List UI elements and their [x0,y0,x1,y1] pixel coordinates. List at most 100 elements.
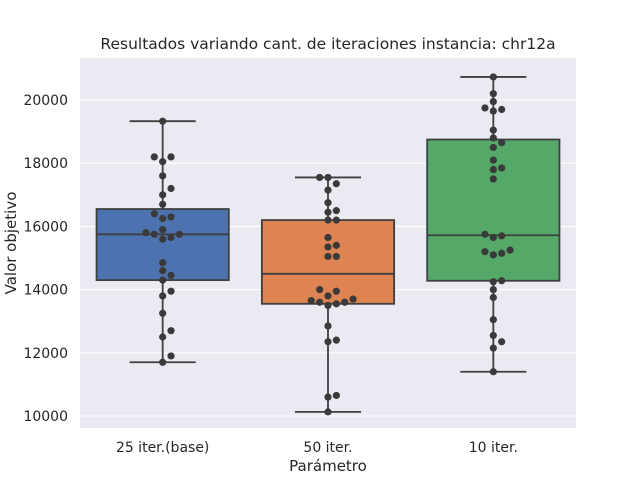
data-point [489,293,497,302]
data-point [159,333,167,341]
y-tick-label: 12000 [23,346,68,362]
data-point [489,175,497,183]
data-point [324,173,332,182]
data-point [498,249,506,257]
data-point [159,191,167,199]
chart-title: Resultados variando cant. de iteraciones… [100,35,555,53]
data-point [324,322,332,330]
data-point [481,104,489,112]
y-axis-label: Valor objetivo [2,192,20,295]
data-point [489,107,497,115]
data-point [159,225,167,234]
data-point [481,248,489,256]
x-tick-label: 50 iter. [303,440,352,456]
y-tick-labels: 10000 12000 14000 16000 18000 20000 [23,93,68,425]
data-point [489,278,497,286]
data-point [489,73,497,81]
data-point [167,287,175,295]
x-axis-label: Parámetro [289,457,367,475]
data-point [167,213,175,221]
data-point [324,393,332,401]
y-tick-label: 10000 [23,409,68,425]
data-point [150,230,158,238]
data-point [167,271,175,279]
data-point [332,391,340,400]
data-point [489,316,497,324]
data-point [167,233,175,242]
x-tick-label: 10 iter. [469,440,518,456]
y-tick-label: 18000 [23,156,68,172]
y-tick-label: 14000 [23,283,68,299]
data-point [324,338,332,346]
data-point [489,368,497,376]
data-point [489,344,497,352]
data-point [332,287,340,295]
data-point [489,134,497,142]
data-point [159,172,167,180]
data-point [332,180,340,188]
data-point [498,338,506,346]
data-point [498,139,506,147]
data-point [481,230,489,238]
data-point [332,300,340,308]
y-tick-label: 16000 [23,219,68,235]
data-point [150,153,158,161]
data-point [324,216,332,224]
data-point [159,259,167,267]
data-point [332,241,340,249]
data-point [307,297,315,305]
data-point [332,216,340,224]
data-point [332,252,340,261]
data-point [489,143,497,152]
data-point [159,276,167,284]
data-point [489,331,497,340]
data-point [159,267,167,275]
data-point [324,252,332,261]
data-point [489,233,497,242]
data-point [498,277,506,285]
data-point [324,243,332,251]
data-point [341,298,349,306]
data-point [167,184,175,193]
data-point [316,286,324,294]
data-point [175,230,183,238]
data-point [489,98,497,106]
data-point [498,105,506,114]
data-point [332,207,340,215]
data-point [324,301,332,310]
data-point [498,232,506,240]
data-point [324,199,332,207]
data-point [489,165,497,174]
data-point [159,358,167,366]
data-point [167,153,175,161]
data-point [349,295,357,303]
data-point [489,90,497,98]
data-point [159,309,167,317]
data-point [324,208,332,216]
data-point [159,158,167,166]
data-point [489,286,497,294]
data-point [324,292,332,300]
data-point [167,327,175,335]
data-point [142,229,150,237]
x-tick-label: 25 iter.(base) [116,440,209,456]
data-point [489,156,497,164]
data-point [506,246,514,254]
data-point [324,233,332,242]
data-point [159,292,167,300]
x-tick-labels: 25 iter.(base) 50 iter. 10 iter. [116,440,518,456]
data-point [316,173,324,182]
data-point [167,352,175,360]
swarm-points [142,73,514,416]
data-point [498,164,506,172]
data-point [332,336,340,344]
data-point [324,408,332,416]
data-point [159,117,167,125]
data-point [159,214,167,223]
data-point [489,126,497,134]
data-point [316,298,324,306]
data-point [324,186,332,194]
data-point [150,210,158,218]
data-point [489,251,497,259]
